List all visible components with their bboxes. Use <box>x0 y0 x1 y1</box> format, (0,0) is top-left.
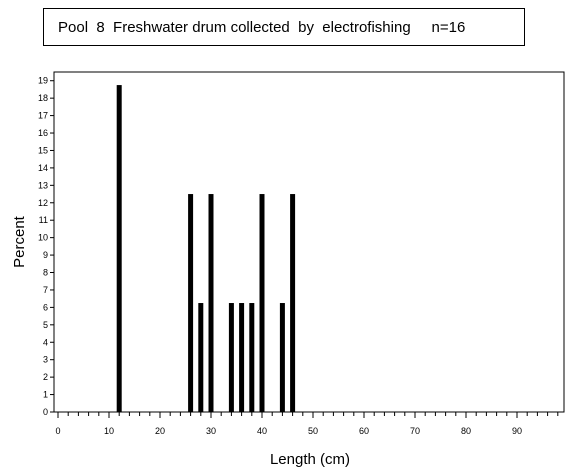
y-tick-label: 13 <box>38 180 48 190</box>
x-tick-label: 20 <box>155 426 165 436</box>
y-tick-label: 18 <box>38 93 48 103</box>
y-tick-label: 10 <box>38 233 48 243</box>
y-tick-label: 9 <box>43 250 48 260</box>
x-tick-label: 80 <box>461 426 471 436</box>
y-tick-label: 17 <box>38 111 48 121</box>
x-tick-label: 40 <box>257 426 267 436</box>
bar-38cm <box>249 303 255 412</box>
x-tick-label: 60 <box>359 426 369 436</box>
y-tick-label: 12 <box>38 198 48 208</box>
bar-28cm <box>198 303 204 412</box>
x-tick-label: 90 <box>512 426 522 436</box>
y-tick-label: 6 <box>43 302 48 312</box>
y-axis-title: Percent <box>11 215 28 268</box>
bar-12cm <box>116 85 122 413</box>
y-tick-label: 1 <box>43 390 48 400</box>
x-tick-label: 70 <box>410 426 420 436</box>
x-tick-label: 30 <box>206 426 216 436</box>
x-tick-label: 10 <box>104 426 114 436</box>
bar-30cm <box>208 194 214 412</box>
chart-title: Pool 8 Freshwater drum collected by elec… <box>43 8 525 46</box>
y-tick-label: 15 <box>38 145 48 155</box>
x-tick-label: 0 <box>55 426 60 436</box>
bar-26cm <box>188 194 194 412</box>
x-tick-label: 50 <box>308 426 318 436</box>
y-tick-label: 4 <box>43 337 48 347</box>
bar-46cm <box>290 194 296 412</box>
plot-frame <box>53 71 565 413</box>
y-tick-label: 14 <box>38 163 48 173</box>
y-tick-label: 7 <box>43 285 48 295</box>
bar-40cm <box>259 194 265 412</box>
x-axis: 0 10 20 30 40 50 60 70 80 90 <box>55 412 559 436</box>
bar-34cm <box>228 303 234 412</box>
y-tick-label: 19 <box>38 76 48 86</box>
y-tick-label: 3 <box>43 355 48 365</box>
y-tick-label: 0 <box>43 407 48 417</box>
bar-group <box>116 85 296 413</box>
y-tick-label: 16 <box>38 128 48 138</box>
y-tick-label: 8 <box>43 268 48 278</box>
x-axis-title: Length (cm) <box>270 451 350 468</box>
bar-36cm <box>239 303 245 412</box>
y-tick-label: 5 <box>43 320 48 330</box>
bar-44cm <box>279 303 285 412</box>
y-tick-label: 11 <box>39 215 48 225</box>
y-tick-label: 2 <box>43 372 48 382</box>
